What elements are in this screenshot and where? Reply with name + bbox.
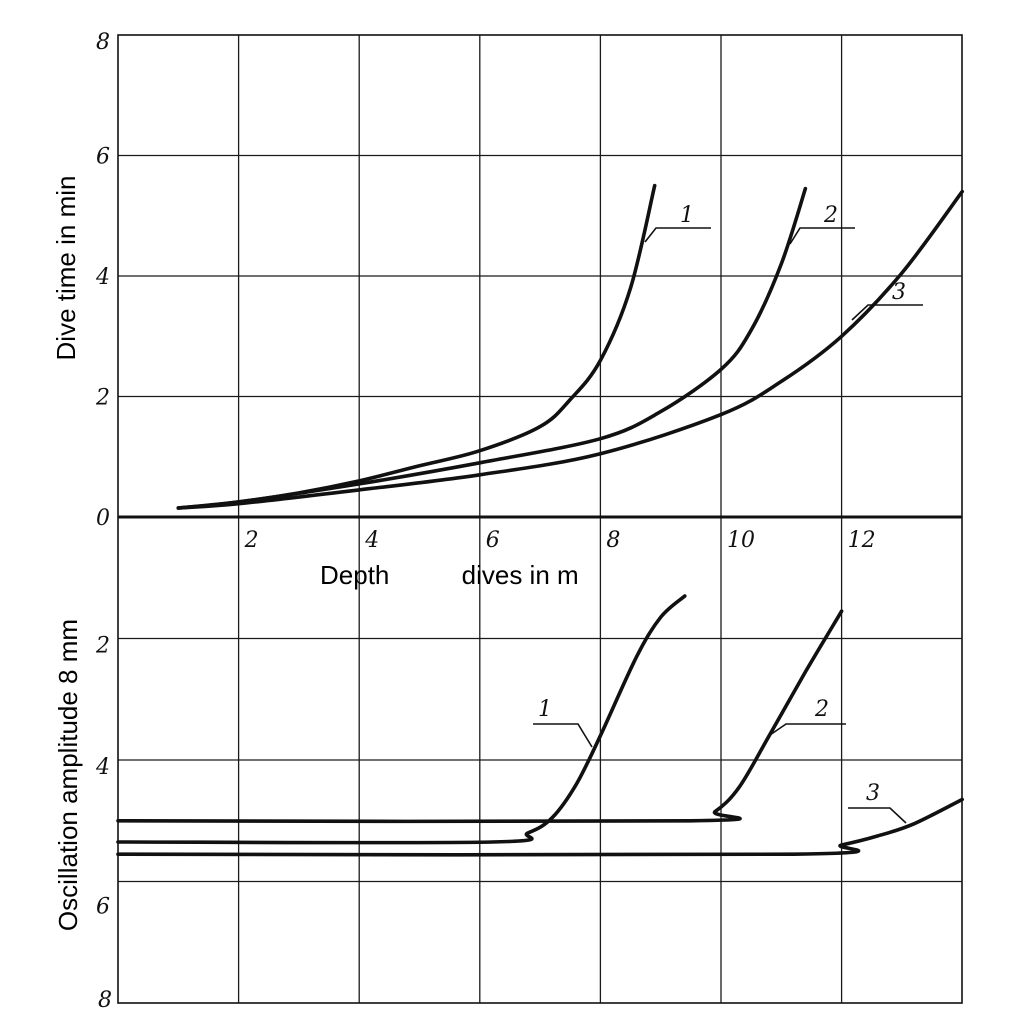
curve-label-1: 1 [680, 203, 694, 228]
curve-label-1: 1 [538, 697, 552, 722]
x-tick-label: 10 [727, 528, 755, 553]
x-tick-label: 8 [606, 528, 620, 553]
top-series-line-1 [176, 183, 657, 510]
leader-line [533, 723, 593, 748]
y-tick-label: 8 [98, 988, 112, 1013]
bottom-series-line-3 [116, 797, 964, 857]
y-tick-label: 2 [95, 386, 110, 411]
y-tick-label: 8 [96, 30, 110, 55]
plot-frame [117, 34, 963, 1004]
y-tick-label: 4 [95, 265, 110, 290]
y-tick-label: 4 [95, 755, 110, 780]
leader-line [769, 723, 846, 736]
y-tick-label: 2 [95, 634, 110, 659]
x-tick-label: 6 [486, 528, 500, 553]
leader-line [789, 227, 855, 245]
curve-label-3: 3 [866, 781, 880, 806]
bottom-y-axis-title: Oscillation amplitude 8 mm [53, 619, 83, 931]
leader-line [848, 807, 907, 824]
x-tick-label: 4 [364, 528, 379, 553]
curve-layer [116, 183, 964, 857]
leader-line [851, 304, 923, 321]
grid-layer [117, 34, 963, 1004]
bottom-series-line-2 [116, 609, 844, 824]
top-series-line-2 [176, 186, 808, 510]
curve-label-2: 2 [814, 697, 829, 722]
y-tick-label: 6 [96, 145, 110, 170]
x-tick-label: 2 [244, 528, 259, 553]
curve-label-2: 2 [823, 203, 838, 228]
x-axis-title: Depth dives in m [320, 560, 579, 590]
bottom-series-line-1 [116, 594, 687, 845]
y-tick-label: 6 [96, 895, 110, 920]
top-series-line-3 [176, 189, 964, 510]
y-tick-label: 0 [96, 506, 110, 531]
leader-line [644, 227, 711, 243]
top-y-axis-title: Dive time in min [51, 176, 81, 361]
curve-label-3: 3 [892, 280, 906, 305]
x-tick-label: 12 [848, 528, 876, 553]
